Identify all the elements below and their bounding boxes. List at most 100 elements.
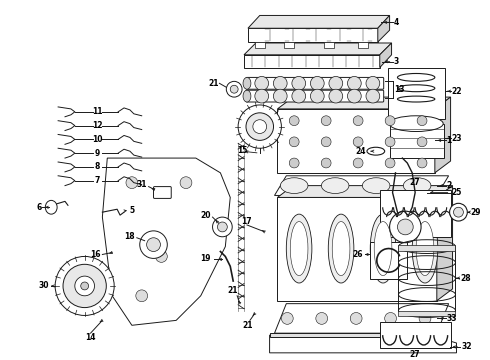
Text: 21: 21	[243, 321, 253, 330]
Text: 21: 21	[227, 286, 238, 295]
Text: 20: 20	[200, 211, 211, 220]
Ellipse shape	[332, 221, 350, 276]
Circle shape	[75, 276, 95, 296]
Ellipse shape	[290, 221, 308, 276]
Bar	[390, 123, 444, 158]
FancyBboxPatch shape	[246, 77, 384, 89]
Circle shape	[316, 312, 328, 324]
Text: 31: 31	[136, 180, 147, 189]
Polygon shape	[398, 311, 456, 316]
Text: 21: 21	[208, 79, 219, 88]
Polygon shape	[102, 158, 230, 325]
Bar	[380, 190, 451, 237]
Polygon shape	[437, 186, 453, 301]
Circle shape	[218, 222, 227, 232]
Text: 1: 1	[447, 136, 452, 145]
Ellipse shape	[397, 73, 435, 81]
Ellipse shape	[397, 96, 435, 102]
Circle shape	[350, 312, 362, 324]
Circle shape	[353, 137, 363, 147]
Ellipse shape	[329, 89, 343, 103]
Text: 5: 5	[130, 206, 135, 215]
Circle shape	[213, 217, 232, 237]
Text: 10: 10	[92, 135, 103, 144]
Text: 22: 22	[452, 87, 462, 96]
Text: 15: 15	[237, 146, 247, 155]
Polygon shape	[277, 97, 451, 109]
Bar	[370, 242, 407, 279]
Ellipse shape	[412, 214, 438, 283]
Polygon shape	[324, 42, 334, 48]
Ellipse shape	[255, 76, 269, 90]
Polygon shape	[244, 55, 380, 68]
Text: 2: 2	[447, 181, 452, 190]
Circle shape	[63, 264, 106, 307]
Ellipse shape	[366, 76, 380, 90]
Ellipse shape	[310, 76, 324, 90]
Ellipse shape	[329, 76, 343, 90]
Polygon shape	[270, 335, 457, 353]
Ellipse shape	[416, 221, 434, 276]
Circle shape	[321, 116, 331, 126]
Ellipse shape	[292, 76, 306, 90]
Polygon shape	[277, 186, 453, 197]
Circle shape	[246, 113, 273, 140]
Text: 8: 8	[95, 162, 100, 171]
Text: 7: 7	[95, 176, 100, 185]
Circle shape	[81, 282, 89, 290]
Circle shape	[238, 105, 281, 148]
Circle shape	[321, 137, 331, 147]
Text: 18: 18	[124, 232, 135, 241]
Polygon shape	[277, 197, 437, 301]
Ellipse shape	[273, 89, 287, 103]
Ellipse shape	[243, 90, 251, 102]
Ellipse shape	[397, 85, 435, 92]
Text: 25: 25	[452, 188, 462, 197]
Circle shape	[417, 116, 427, 126]
Circle shape	[450, 203, 467, 221]
Circle shape	[230, 85, 238, 93]
Circle shape	[397, 219, 413, 235]
Ellipse shape	[310, 89, 324, 103]
Ellipse shape	[328, 214, 354, 283]
Text: 26: 26	[352, 250, 363, 259]
Ellipse shape	[280, 178, 308, 193]
Circle shape	[390, 211, 421, 243]
Text: 27: 27	[410, 350, 420, 359]
Circle shape	[385, 158, 395, 168]
Ellipse shape	[273, 76, 287, 90]
Text: 14: 14	[85, 333, 96, 342]
Ellipse shape	[366, 89, 380, 103]
Ellipse shape	[347, 76, 361, 90]
Circle shape	[353, 158, 363, 168]
Bar	[380, 322, 451, 348]
Text: 32: 32	[462, 342, 472, 351]
Text: 33: 33	[447, 314, 457, 323]
Polygon shape	[277, 109, 435, 173]
Text: 3: 3	[393, 57, 399, 66]
Circle shape	[140, 231, 167, 258]
Text: 17: 17	[242, 216, 252, 225]
Circle shape	[55, 256, 114, 315]
Circle shape	[385, 312, 396, 324]
Text: 11: 11	[92, 107, 103, 116]
Circle shape	[419, 312, 431, 324]
Circle shape	[289, 116, 299, 126]
Polygon shape	[358, 42, 368, 48]
Circle shape	[253, 120, 267, 134]
Text: 19: 19	[200, 254, 211, 263]
Ellipse shape	[321, 178, 349, 193]
Polygon shape	[435, 97, 451, 173]
Circle shape	[136, 290, 147, 302]
Polygon shape	[274, 303, 449, 333]
Circle shape	[321, 158, 331, 168]
Circle shape	[155, 251, 167, 262]
Text: 6: 6	[36, 203, 41, 212]
Circle shape	[289, 137, 299, 147]
Polygon shape	[274, 176, 449, 195]
Polygon shape	[248, 28, 378, 42]
Ellipse shape	[389, 116, 443, 131]
Circle shape	[417, 158, 427, 168]
Ellipse shape	[403, 178, 431, 193]
Text: 29: 29	[470, 208, 481, 217]
